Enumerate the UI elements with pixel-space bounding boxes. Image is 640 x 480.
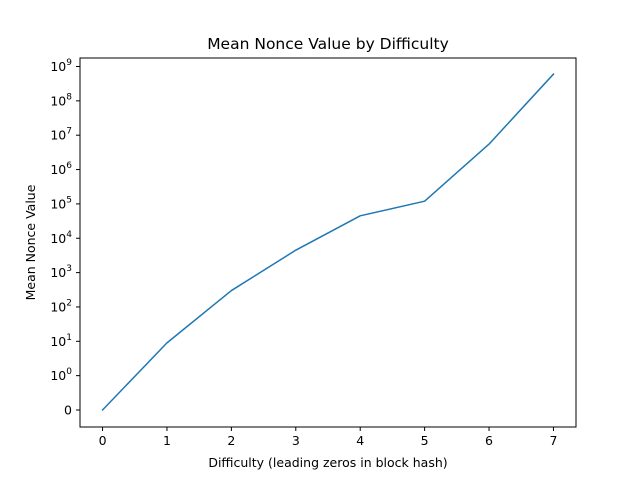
y-tick-label: 102 — [50, 298, 72, 314]
plot-frame — [79, 57, 577, 428]
x-tick-label: 7 — [549, 433, 557, 448]
y-axis: 0 100 101 102 103 104 105 106 107 108 109 — [50, 58, 80, 418]
y-tick-label: 0 — [64, 403, 72, 418]
y-tick-label: 108 — [50, 92, 72, 108]
x-tick-label: 2 — [227, 433, 235, 448]
x-tick-label: 6 — [485, 433, 493, 448]
y-tick-label: 101 — [50, 333, 72, 349]
x-tick-label: 4 — [356, 433, 364, 448]
x-tick-label: 3 — [292, 433, 300, 448]
x-axis: 0 1 2 3 4 5 6 7 — [99, 427, 557, 448]
x-axis-label: Difficulty (leading zeros in block hash) — [208, 455, 447, 470]
x-tick-label: 0 — [99, 433, 107, 448]
x-tick-label: 5 — [421, 433, 429, 448]
y-tick-label: 100 — [50, 367, 72, 383]
series-line — [101, 73, 555, 412]
y-tick-label: 109 — [50, 58, 72, 74]
chart-title: Mean Nonce Value by Difficulty — [207, 35, 449, 53]
y-tick-label: 103 — [50, 264, 72, 280]
y-tick-label: 107 — [50, 127, 72, 143]
y-tick-label: 105 — [50, 195, 72, 211]
x-tick-label: 1 — [163, 433, 171, 448]
y-tick-label: 106 — [50, 161, 72, 177]
y-axis-label: Mean Nonce Value — [23, 184, 38, 300]
y-tick-label: 104 — [50, 230, 72, 246]
